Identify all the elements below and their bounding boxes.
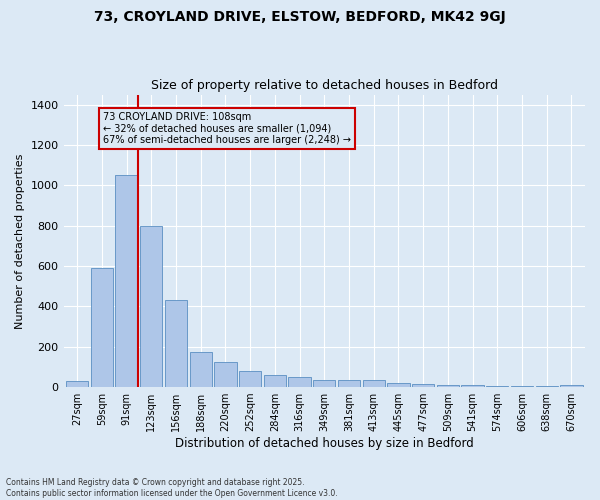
Text: 73 CROYLAND DRIVE: 108sqm
← 32% of detached houses are smaller (1,094)
67% of se: 73 CROYLAND DRIVE: 108sqm ← 32% of detac…: [103, 112, 351, 145]
Bar: [289, 377, 311, 387]
Text: 73, CROYLAND DRIVE, ELSTOW, BEDFORD, MK42 9GJ: 73, CROYLAND DRIVE, ELSTOW, BEDFORD, MK4…: [94, 10, 506, 24]
Bar: [560, 386, 583, 387]
Bar: [313, 380, 335, 387]
Bar: [437, 385, 459, 387]
Bar: [387, 383, 410, 387]
Bar: [140, 226, 163, 387]
Bar: [91, 268, 113, 387]
Bar: [165, 300, 187, 387]
Text: Contains HM Land Registry data © Crown copyright and database right 2025.
Contai: Contains HM Land Registry data © Crown c…: [6, 478, 338, 498]
Bar: [264, 375, 286, 387]
Bar: [362, 380, 385, 387]
Bar: [239, 371, 261, 387]
X-axis label: Distribution of detached houses by size in Bedford: Distribution of detached houses by size …: [175, 437, 473, 450]
Bar: [115, 176, 137, 387]
Bar: [214, 362, 236, 387]
Bar: [190, 352, 212, 387]
Bar: [461, 386, 484, 387]
Bar: [536, 386, 558, 387]
Bar: [66, 381, 88, 387]
Bar: [511, 386, 533, 387]
Title: Size of property relative to detached houses in Bedford: Size of property relative to detached ho…: [151, 79, 498, 92]
Y-axis label: Number of detached properties: Number of detached properties: [15, 153, 25, 328]
Bar: [486, 386, 508, 387]
Bar: [338, 380, 360, 387]
Bar: [412, 384, 434, 387]
